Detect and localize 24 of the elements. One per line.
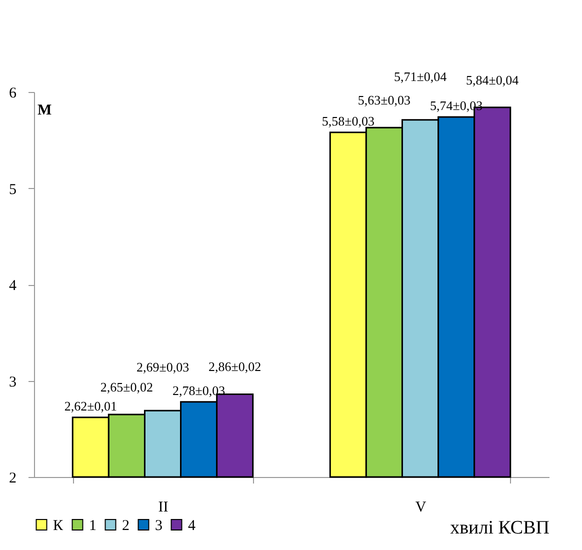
data-label: 5,74±0,03 — [430, 98, 483, 114]
y-tick-label: 6 — [9, 86, 17, 102]
data-label: 2,69±0,03 — [136, 360, 190, 375]
data-label: 2,86±0,02 — [208, 359, 262, 374]
x-tick-label: II — [158, 500, 168, 516]
legend-label: 3 — [155, 518, 162, 534]
data-label: 5,63±0,03 — [358, 92, 411, 108]
legend-label: 2 — [122, 518, 130, 534]
data-label: 5,71±0,04 — [394, 68, 448, 84]
data-label: 5,58±0,03 — [322, 113, 374, 128]
legend-label: 1 — [89, 518, 96, 534]
data-label: 2,65±0,02 — [100, 379, 154, 394]
x-axis-title: хвилі КСВП — [450, 518, 550, 538]
y-tick-label: 5 — [9, 182, 16, 198]
data-label: 2,78±0,03 — [172, 382, 226, 398]
data-label: 2,62±0,01 — [64, 398, 117, 414]
legend-label: К — [53, 518, 64, 534]
y-tick-label: 3 — [9, 374, 16, 390]
data-label: 5,84±0,04 — [466, 72, 520, 88]
x-tick-label: V — [415, 500, 426, 516]
legend-label: 4 — [188, 518, 196, 534]
y-tick-label: 2 — [9, 470, 16, 486]
y-tick-label: 4 — [9, 278, 17, 294]
y-axis-title: М — [38, 102, 52, 118]
